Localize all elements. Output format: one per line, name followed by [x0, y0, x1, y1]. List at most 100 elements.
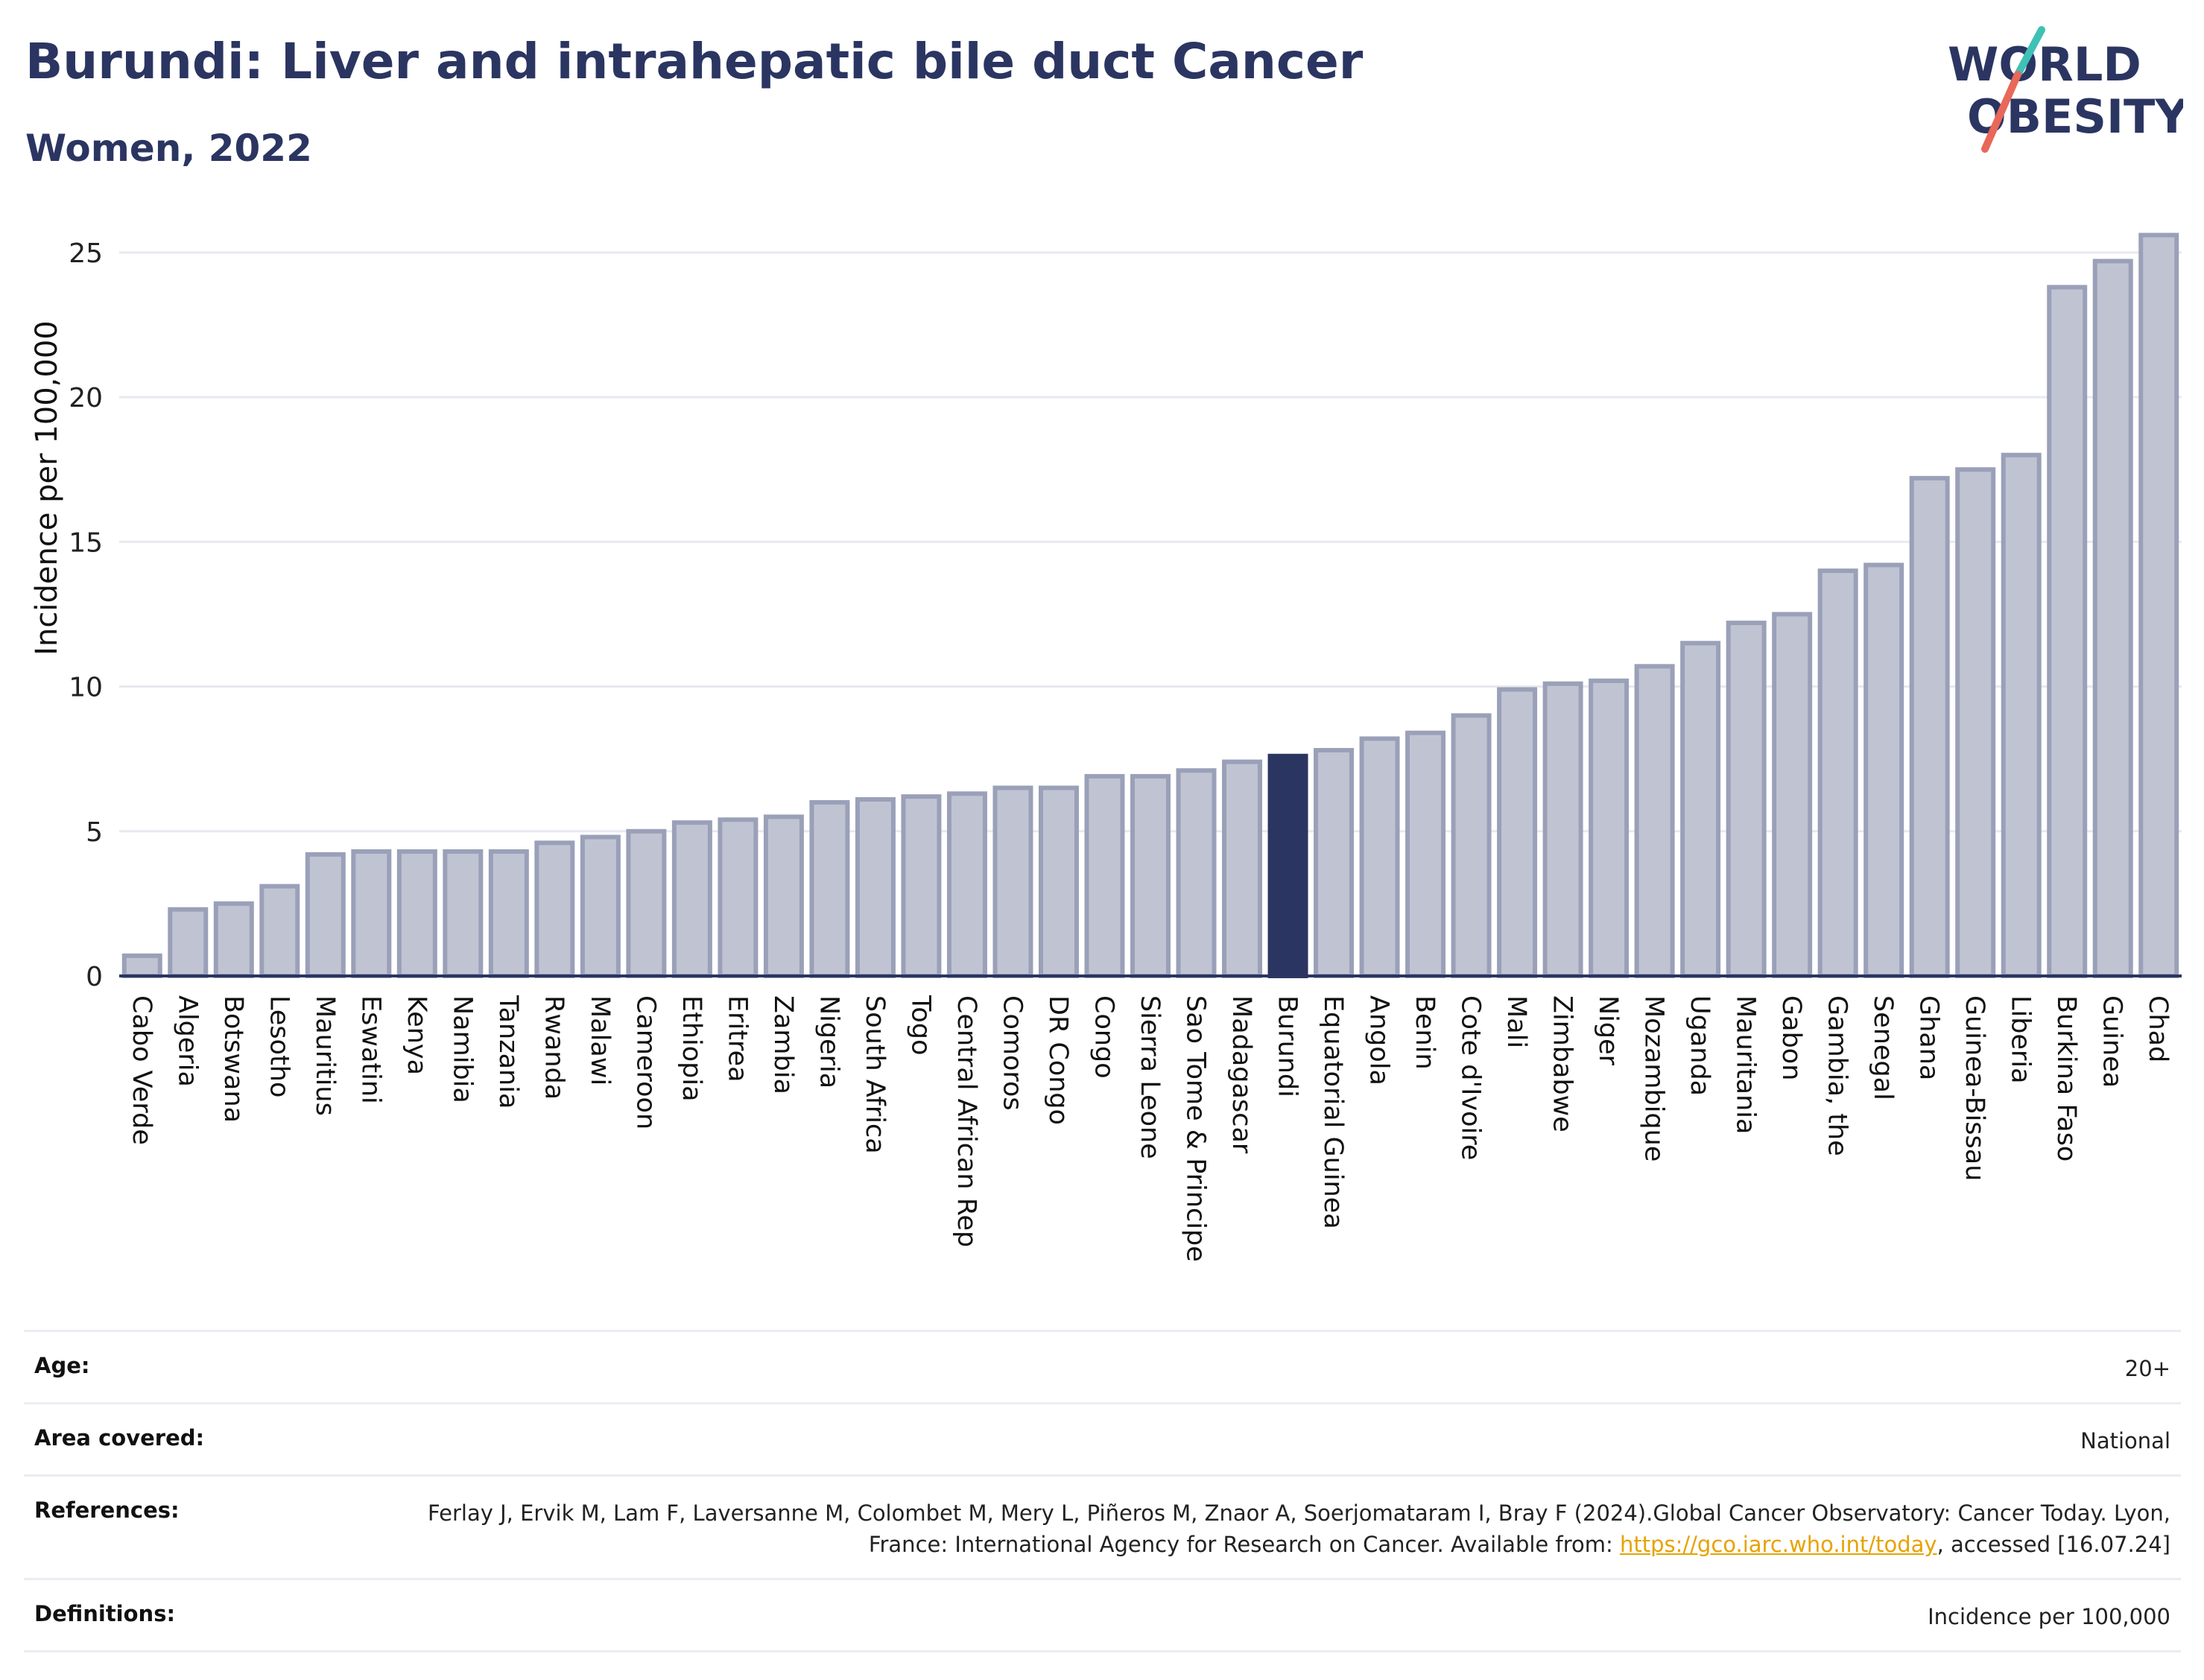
- bar-burundi: [1267, 753, 1308, 978]
- x-tick-label: Cabo Verde: [127, 995, 156, 1145]
- y-tick-label: 25: [69, 238, 103, 269]
- bar-cote-d-ivoire: [1451, 713, 1492, 979]
- x-tick-label: Comoros: [997, 995, 1027, 1111]
- bar-madagascar: [1222, 759, 1263, 978]
- bar-benin: [1405, 730, 1446, 978]
- bar-kenya: [396, 849, 437, 979]
- x-tick-label: Mali: [1501, 995, 1531, 1048]
- y-tick-label: 15: [69, 527, 103, 558]
- references-link[interactable]: https://gco.iarc.who.int/today: [1619, 1532, 1937, 1558]
- x-tick-label: Eritrea: [722, 995, 752, 1083]
- x-tick-label: Cameroon: [630, 995, 660, 1129]
- x-tick-label: Zimbabwe: [1548, 995, 1577, 1132]
- bar-congo: [1084, 773, 1125, 978]
- bar-central-african-rep: [946, 791, 987, 979]
- y-tick-label: 10: [69, 673, 103, 703]
- x-tick-label: Tanzania: [493, 995, 523, 1109]
- x-tick-label: Chad: [2143, 995, 2173, 1062]
- bar-guinea: [2092, 259, 2133, 978]
- x-tick-label: Angola: [1364, 995, 1394, 1085]
- x-tick-label: Gambia, the: [1823, 995, 1852, 1156]
- x-tick-label: Guinea: [2097, 995, 2127, 1088]
- bar-liberia: [2001, 452, 2042, 978]
- x-tick-label: Sao Tome & Principe: [1181, 995, 1211, 1262]
- area-label: Area covered:: [34, 1425, 205, 1451]
- x-tick-label: Eswatini: [355, 995, 385, 1104]
- world-obesity-logo: WORLD OBESITY: [1948, 26, 2183, 153]
- bar-equatorial-guinea: [1314, 748, 1355, 978]
- bar-ghana: [1909, 475, 1950, 978]
- x-tick-label: Algeria: [172, 995, 202, 1087]
- y-tick-label: 5: [86, 817, 103, 848]
- x-tick-label: Ghana: [1914, 995, 1944, 1080]
- x-tick-label: Malawi: [585, 995, 615, 1085]
- references-label: References:: [34, 1497, 180, 1524]
- x-tick-label: Equatorial Guinea: [1318, 995, 1348, 1229]
- x-tick-label: Liberia: [2006, 995, 2036, 1084]
- bar-guinea-bissau: [1955, 467, 1996, 978]
- bar-rwanda: [534, 840, 575, 979]
- bar-nigeria: [809, 799, 850, 979]
- bar-ethiopia: [671, 820, 712, 978]
- bar-cabo-verde: [121, 953, 162, 979]
- bar-togo: [901, 794, 942, 978]
- bar-mali: [1497, 687, 1538, 979]
- x-tick-label: South Africa: [860, 995, 890, 1154]
- bar-algeria: [168, 907, 209, 978]
- bar-lesotho: [259, 884, 300, 978]
- x-tick-label: Sierra Leone: [1135, 995, 1165, 1159]
- definitions-value: Incidence per 100,000: [1928, 1604, 2170, 1630]
- references-text-1: Ferlay J, Ervik M, Lam F, Laversanne M, …: [428, 1500, 2170, 1558]
- x-tick-label: Ethiopia: [677, 995, 706, 1102]
- metadata-table: Age: 20+ Area covered: National Referenc…: [24, 1330, 2181, 1653]
- x-tick-label: Gabon: [1776, 995, 1806, 1080]
- x-tick-label: Burkina Faso: [2051, 995, 2081, 1161]
- bar-sierra-leone: [1130, 773, 1171, 978]
- bar-senegal: [1863, 562, 1904, 978]
- x-axis-labels: Cabo Verde Algeria Botswana Lesotho Mauritiu…: [127, 995, 2173, 1262]
- bar-eritrea: [718, 817, 759, 978]
- bar-mauritania: [1726, 621, 1767, 978]
- x-tick-label: Senegal: [1868, 995, 1898, 1100]
- logo-line-1: WORLD: [1948, 37, 2141, 92]
- x-tick-label: Mozambique: [1639, 995, 1669, 1161]
- bar-mauritius: [305, 852, 346, 979]
- bar-eswatini: [351, 849, 392, 979]
- x-tick-label: Congo: [1089, 995, 1118, 1079]
- bar-dr-congo: [1038, 785, 1079, 978]
- page-subtitle: Women, 2022: [25, 127, 312, 170]
- x-tick-label: Mauritania: [1731, 995, 1761, 1134]
- y-axis-label: Incidence per 100,000: [30, 320, 64, 656]
- bar-gabon: [1772, 612, 1813, 979]
- bars: [121, 232, 2179, 979]
- x-tick-label: Guinea-Bissau: [1960, 995, 1989, 1181]
- bar-namibia: [443, 849, 484, 979]
- x-tick-label: Uganda: [1685, 995, 1714, 1096]
- bar-niger: [1589, 678, 1630, 978]
- bar-angola: [1359, 736, 1400, 978]
- meta-row-age: Age: 20+: [24, 1330, 2181, 1402]
- bar-uganda: [1680, 641, 1721, 978]
- x-tick-label: Central African Rep: [951, 995, 981, 1247]
- meta-row-references: References: Ferlay J, Ervik M, Lam F, La…: [24, 1474, 2181, 1578]
- x-tick-label: Nigeria: [814, 995, 843, 1088]
- bar-malawi: [580, 834, 621, 978]
- bar-gambia-the: [1817, 568, 1858, 978]
- bar-south-africa: [855, 797, 896, 978]
- y-tick-label: 20: [69, 383, 103, 413]
- bar-comoros: [992, 785, 1033, 978]
- x-tick-label: Niger: [1593, 995, 1623, 1066]
- area-value: National: [2080, 1428, 2170, 1454]
- bar-chad: [2138, 232, 2179, 978]
- age-value: 20+: [2124, 1356, 2170, 1381]
- x-tick-label: Togo: [905, 995, 935, 1055]
- meta-row-definitions: Definitions: Incidence per 100,000: [24, 1578, 2181, 1653]
- x-tick-label: Madagascar: [1226, 995, 1256, 1154]
- x-tick-label: Zambia: [768, 995, 798, 1094]
- x-tick-label: Lesotho: [264, 995, 294, 1097]
- bar-tanzania: [488, 849, 529, 979]
- bar-chart: 0 5 10 15 20 25 Cabo Verde Algeria Botswana Leso…: [30, 232, 2182, 1262]
- references-text-2: , accessed [16.07.24]: [1937, 1532, 2170, 1558]
- definitions-label: Definitions:: [34, 1601, 176, 1627]
- x-tick-label: Rwanda: [539, 995, 569, 1100]
